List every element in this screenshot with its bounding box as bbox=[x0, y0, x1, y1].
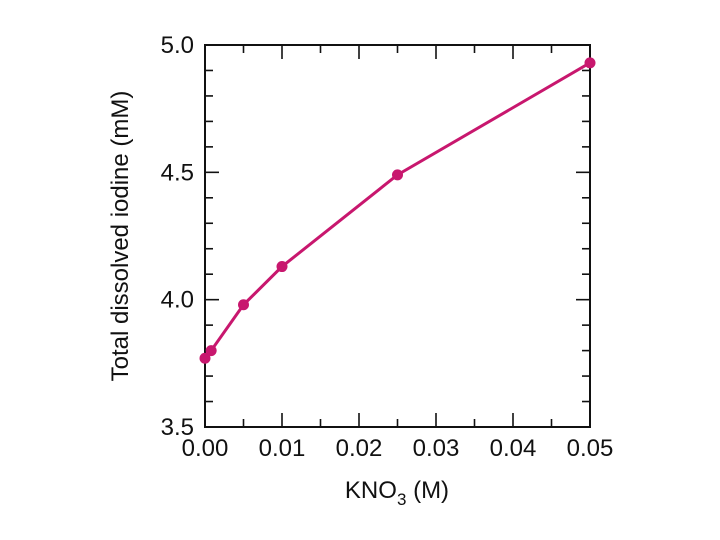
x-tick-labels: 0.00 0.01 0.02 0.03 0.04 0.05 bbox=[182, 435, 614, 462]
x-axis-label-unit: (M) bbox=[406, 477, 449, 504]
x-tick-label: 0.03 bbox=[413, 435, 460, 462]
y-tick-label: 5.0 bbox=[161, 32, 194, 59]
data-point bbox=[238, 299, 249, 311]
x-axis-label: KNO3 (M) bbox=[345, 477, 449, 509]
y-tick-labels: 3.5 4.0 4.5 5.0 bbox=[161, 32, 194, 441]
data-point bbox=[584, 57, 596, 69]
plot-frame bbox=[204, 44, 591, 428]
data-point bbox=[392, 169, 403, 181]
x-axis-label-subscript: 3 bbox=[397, 490, 406, 509]
y-tick-label: 3.5 bbox=[161, 414, 194, 441]
data-point bbox=[199, 352, 211, 364]
x-tick-label: 0.05 bbox=[567, 435, 614, 462]
x-tick-label: 0.04 bbox=[490, 435, 537, 462]
y-axis-label: Total dissolved iodine (mM) bbox=[107, 91, 134, 382]
ticks-layer bbox=[204, 44, 591, 428]
data-point bbox=[276, 261, 288, 273]
x-tick-label: 0.01 bbox=[259, 435, 306, 462]
y-tick-label: 4.0 bbox=[161, 287, 194, 314]
x-tick-label: 0.02 bbox=[336, 435, 383, 462]
y-tick-label: 4.5 bbox=[161, 159, 194, 186]
x-tick-label: 0.00 bbox=[182, 435, 229, 462]
series-layer bbox=[199, 57, 596, 364]
series-line bbox=[203, 61, 591, 360]
x-axis-label-main: KNO bbox=[345, 477, 397, 504]
data-point bbox=[205, 345, 217, 357]
